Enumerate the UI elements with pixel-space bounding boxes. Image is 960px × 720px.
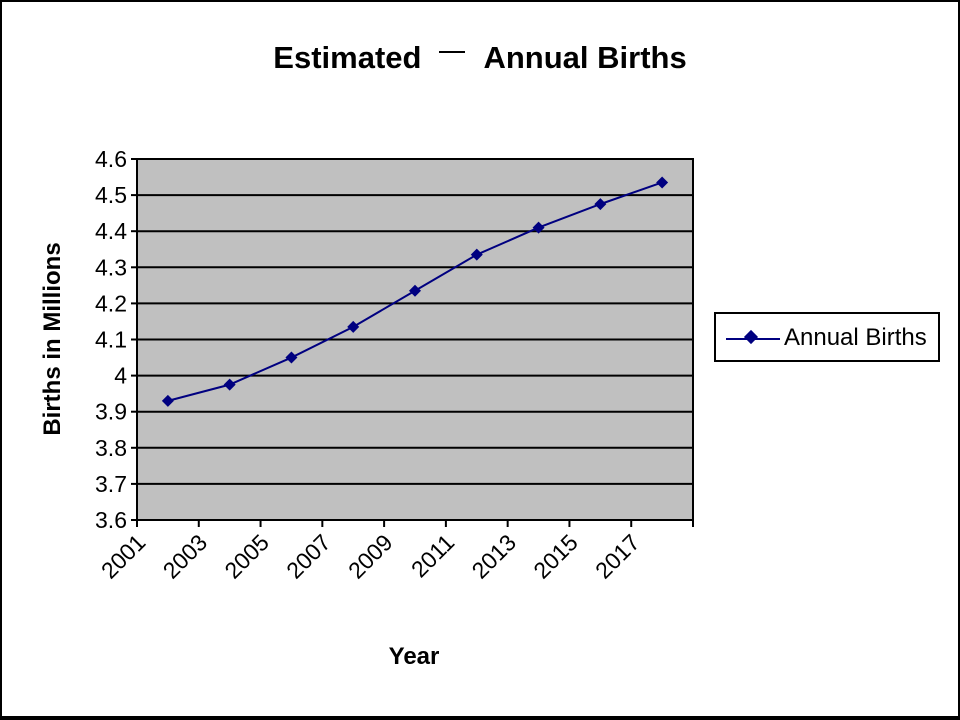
legend: Annual Births	[714, 312, 940, 362]
plot-frame	[136, 158, 694, 521]
x-tick-label: 2011	[406, 529, 459, 582]
y-tick-label: 4.6	[95, 146, 127, 172]
data-point	[223, 378, 236, 391]
y-tick-label: 4.4	[95, 218, 127, 244]
y-tick-label: 4.3	[95, 254, 127, 280]
data-point	[347, 320, 360, 333]
x-tick-label: 2001	[96, 529, 151, 584]
x-tick-label: 2003	[158, 529, 213, 584]
y-tick-label: 3.7	[95, 471, 127, 497]
x-tick-label: 2015	[528, 529, 583, 584]
data-point	[409, 284, 421, 297]
x-axis-title: Year	[389, 643, 440, 670]
y-tick-label: 3.9	[95, 399, 127, 425]
chart-title: Estimated Annual Births	[0, 40, 960, 76]
data-point	[656, 176, 669, 189]
data-point	[285, 351, 298, 364]
y-tick-label: 3.6	[95, 507, 127, 533]
data-point	[594, 198, 607, 211]
title-dash	[439, 50, 466, 53]
x-tick-label: 2005	[219, 529, 274, 584]
x-tick-label: 2007	[281, 529, 336, 584]
y-tick-label: 3.8	[95, 435, 127, 461]
x-tick-label: 2013	[467, 529, 522, 584]
data-point	[470, 248, 483, 261]
x-tick-label: 2017	[590, 529, 645, 584]
y-tick-label: 4	[114, 363, 127, 389]
x-tick-label: 2009	[343, 529, 398, 584]
data-point	[161, 394, 174, 407]
chart-title-left: Estimated	[273, 40, 422, 75]
y-tick-label: 4.2	[95, 290, 127, 316]
legend-label: Annual Births	[784, 324, 927, 351]
legend-marker	[743, 329, 759, 345]
data-point	[532, 221, 545, 234]
y-tick-label: 4.5	[95, 182, 127, 208]
y-axis-title: Births in Millions	[39, 242, 66, 435]
y-tick-label: 4.1	[95, 327, 127, 353]
chart-title-right: Annual Births	[483, 40, 687, 75]
